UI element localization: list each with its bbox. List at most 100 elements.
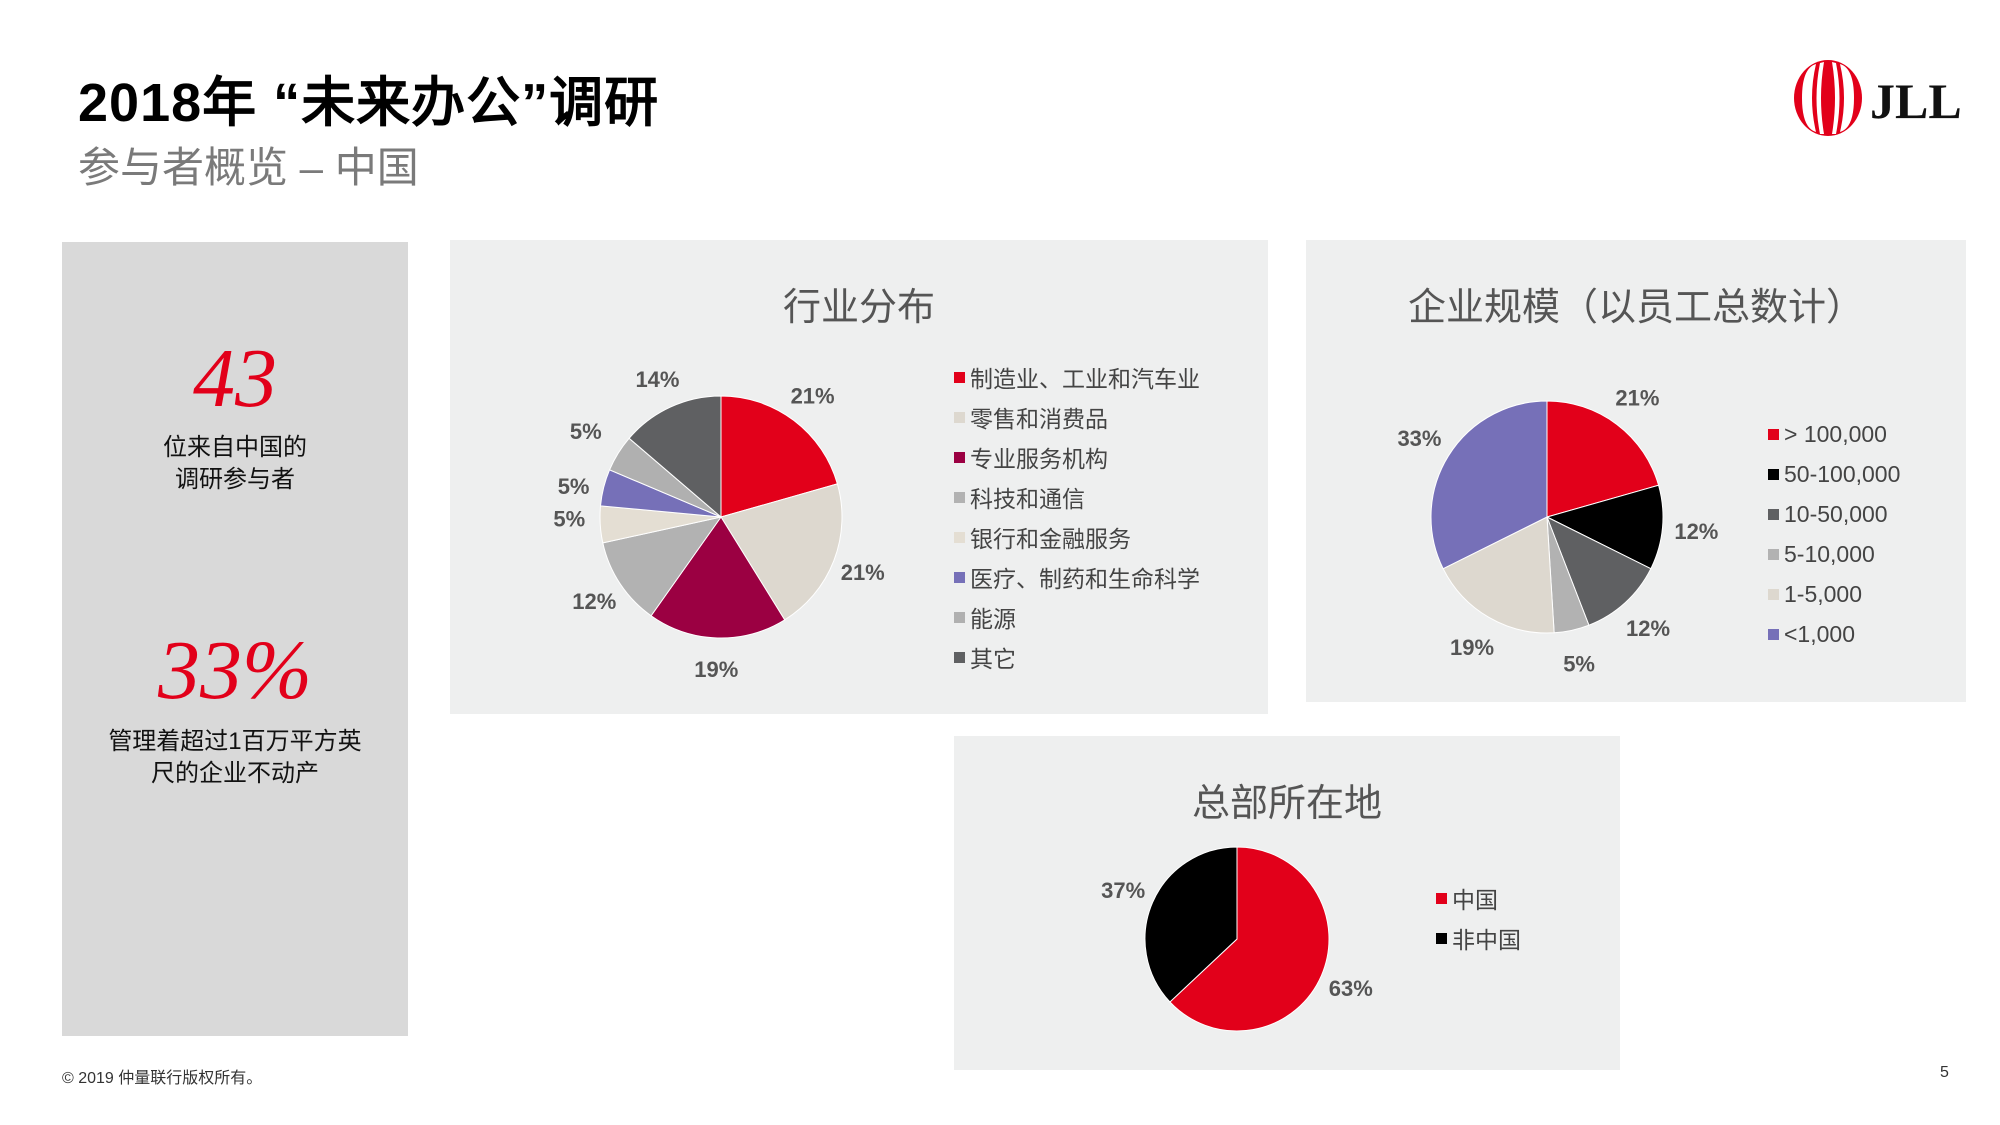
industry-legend-swatch-4 — [954, 531, 965, 543]
company-size-legend-item-0: > 100,000 — [1768, 414, 1900, 454]
headquarters-legend-swatch-0 — [1436, 892, 1447, 904]
company-size-legend-swatch-2 — [1768, 508, 1779, 520]
stat-large-portfolio-desc-line1: 管理着超过1百万平方英 — [108, 728, 362, 755]
jll-logo: JLL — [1794, 60, 1962, 136]
industry-data-label-6: 5% — [570, 419, 602, 444]
industry-data-label-7: 14% — [635, 367, 679, 392]
industry-legend-item-3: 科技和通信 — [954, 477, 1200, 517]
industry-chart-panel: 行业分布 21% 21% 19% 12% 5% 5% 5% 14% 制造业、工业和汽车业 零售和… — [450, 240, 1268, 714]
industry-chart-title: 行业分布 — [782, 287, 935, 329]
page-number: 5 — [1940, 1064, 1949, 1081]
industry-legend-label-2: 专业服务机构 — [970, 446, 1108, 472]
headquarters-pie-chart: 63% 37% — [1101, 846, 1373, 1032]
industry-legend-item-1: 零售和消费品 — [954, 397, 1200, 437]
industry-legend-swatch-1 — [954, 411, 965, 423]
company-size-data-label-0: 21% — [1615, 385, 1659, 410]
industry-legend-label-4: 银行和金融服务 — [970, 526, 1131, 552]
industry-legend-swatch-7 — [954, 651, 965, 663]
stat-participants-desc: 位来自中国的 调研参与者 — [62, 432, 408, 496]
industry-legend-item-2: 专业服务机构 — [954, 437, 1200, 477]
company-size-legend-item-2: 10-50,000 — [1768, 494, 1900, 534]
headquarters-data-label-1: 37% — [1101, 878, 1145, 903]
company-size-slice-1 — [1545, 484, 1664, 570]
company-size-legend-swatch-0 — [1768, 428, 1779, 440]
company-size-legend-label-2: 10-50,000 — [1784, 500, 1888, 527]
industry-data-label-1: 21% — [841, 560, 885, 585]
company-size-legend-label-4: 1-5,000 — [1784, 580, 1863, 607]
headquarters-legend-item-0: 中国 — [1436, 878, 1521, 918]
headquarters-data-label-0: 63% — [1329, 976, 1373, 1001]
headquarters-legend-label-0: 中国 — [1452, 887, 1498, 913]
stat-participants-desc-line2: 调研参与者 — [175, 466, 295, 493]
industry-data-label-5: 5% — [558, 474, 590, 499]
company-size-slice-0 — [1546, 400, 1660, 518]
company-size-slice-2 — [1546, 515, 1652, 626]
industry-legend-item-4: 银行和金融服务 — [954, 517, 1200, 557]
industry-legend-label-7: 其它 — [970, 646, 1016, 672]
company-size-legend-label-5: <1,000 — [1784, 620, 1855, 647]
company-size-data-label-1: 12% — [1674, 519, 1718, 544]
copyright-footer: © 2019 仲量联行版权所有。 — [62, 1070, 263, 1087]
industry-legend-label-6: 能源 — [970, 606, 1016, 632]
company-size-data-label-3: 5% — [1563, 652, 1595, 677]
industry-legend-swatch-2 — [954, 451, 965, 463]
industry-legend-label-1: 零售和消费品 — [970, 406, 1108, 432]
stat-participants-value: 43 — [193, 332, 277, 425]
industry-legend-label-5: 医疗、制药和生命科学 — [970, 566, 1200, 592]
headquarters-chart-panel: 总部所在地 63% 37% 中国非中国 — [954, 736, 1620, 1070]
company-size-data-label-4: 19% — [1450, 635, 1494, 660]
company-size-legend-item-3: 5-10,000 — [1768, 534, 1900, 574]
company-size-pie-chart: 21% 12% 12% 5% 19% 33% — [1397, 385, 1718, 677]
headquarters-legend: 中国 非中国 — [1436, 878, 1521, 958]
headquarters-legend-label-1: 非中国 — [1452, 927, 1521, 953]
headquarters-chart-title: 总部所在地 — [1191, 783, 1382, 825]
company-size-chart-panel: 企业规模（以员工总数计） 21% 12% 12% 5% 19% 33% > 100,000… — [1306, 240, 1966, 702]
industry-legend-label-0: 制造业、工业和汽车业 — [970, 366, 1200, 392]
industry-legend: 制造业、工业和汽车业 零售和消费品 专业服务机构 科技和通信银行和金融服务医疗、制药和… — [954, 357, 1200, 677]
industry-slice-3 — [602, 516, 723, 617]
page-title: 2018年 “未来办公”调研 — [78, 73, 660, 133]
industry-slice-7 — [628, 395, 722, 519]
company-size-chart-title: 企业规模（以员工总数计） — [1407, 287, 1864, 329]
company-size-legend-label-3: 5-10,000 — [1784, 540, 1875, 567]
industry-legend-item-6: 能源 — [954, 597, 1200, 637]
industry-legend-swatch-0 — [954, 371, 965, 383]
company-size-legend-item-1: 50-100,000 — [1768, 454, 1900, 494]
company-size-legend-label-1: 50-100,000 — [1784, 460, 1901, 487]
industry-legend-swatch-5 — [954, 571, 965, 583]
stats-panel: 43 位来自中国的 调研参与者 33% 管理着超过1百万平方英 尺的企业不动产 — [62, 242, 408, 1036]
headquarters-legend-swatch-1 — [1436, 932, 1447, 944]
company-size-legend-item-4: 1-5,000 — [1768, 574, 1900, 614]
company-size-legend-label-0: > 100,000 — [1784, 420, 1887, 447]
page-subtitle: 参与者概览 – 中国 — [78, 144, 419, 191]
industry-slice-0 — [720, 395, 838, 518]
company-size-legend-item-5: <1,000 — [1768, 614, 1900, 654]
industry-data-label-4: 5% — [553, 506, 585, 531]
headquarters-slice-0 — [1169, 846, 1330, 1032]
industry-slice-1 — [720, 483, 843, 621]
company-size-slice-5 — [1430, 400, 1548, 570]
industry-data-label-3: 12% — [572, 589, 616, 614]
company-size-legend-swatch-5 — [1768, 628, 1779, 640]
company-size-data-label-5: 33% — [1397, 426, 1441, 451]
company-size-legend-swatch-3 — [1768, 548, 1779, 560]
industry-data-label-0: 21% — [791, 384, 835, 409]
company-size-legend-swatch-4 — [1768, 588, 1779, 600]
stat-large-portfolio-value: 33% — [158, 624, 312, 717]
company-size-legend-swatch-1 — [1768, 468, 1779, 480]
industry-pie-chart: 21% 21% 19% 12% 5% 5% 5% 14% — [553, 367, 885, 682]
jll-logo-mark-icon — [1794, 60, 1862, 136]
stat-large-portfolio-desc: 管理着超过1百万平方英 尺的企业不动产 — [62, 726, 408, 790]
jll-logo-text: JLL — [1870, 73, 1962, 129]
industry-legend-item-5: 医疗、制药和生命科学 — [954, 557, 1200, 597]
industry-legend-item-7: 其它 — [954, 637, 1200, 677]
company-size-legend: > 100,000 50-100,000 10-50,000 5-10,000 1-5,… — [1768, 414, 1900, 654]
stat-participants-desc-line1: 位来自中国的 — [163, 434, 307, 461]
stat-large-portfolio-desc-line2: 尺的企业不动产 — [151, 760, 319, 787]
industry-legend-label-3: 科技和通信 — [970, 486, 1085, 512]
industry-legend-swatch-3 — [954, 491, 965, 503]
company-size-data-label-2: 12% — [1626, 616, 1670, 641]
industry-legend-swatch-6 — [954, 611, 965, 623]
headquarters-slice-1 — [1144, 846, 1238, 1003]
industry-data-label-2: 19% — [694, 657, 738, 682]
